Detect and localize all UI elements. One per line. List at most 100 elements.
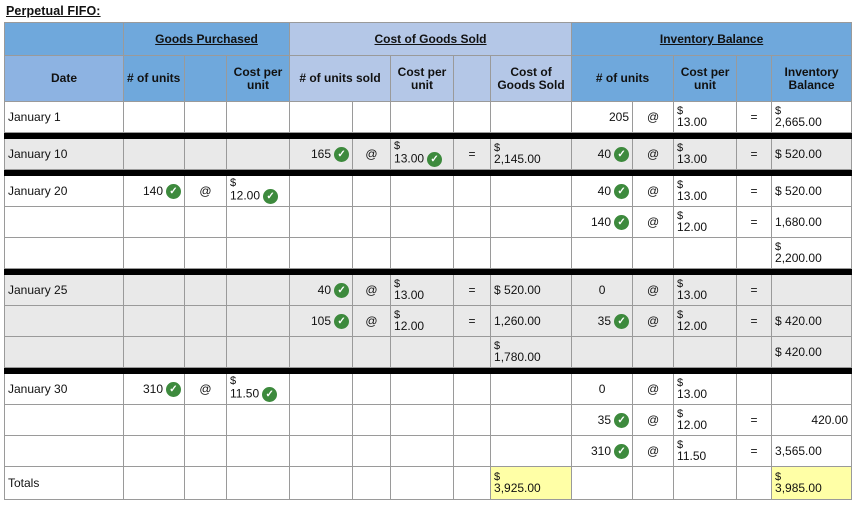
check-icon [427,152,443,167]
check-icon [263,189,279,204]
group-header-row: Goods Purchased Cost of Goods Sold Inven… [4,22,853,56]
date-cell: January 25 [4,274,124,306]
ib-units-cell[interactable]: 0 [571,274,634,306]
gp-cost-cell[interactable]: $11.50 [225,373,291,405]
ib-balance-cell[interactable]: $ 520.00 [771,138,853,170]
gp-cost-cell[interactable]: $12.00 [225,175,291,207]
equals-symbol: = [736,206,773,238]
at-symbol: @ [632,404,675,436]
at-symbol: @ [632,373,675,405]
ib-balance-cell[interactable]: 3,565.00 [771,435,853,467]
ib-units-cell[interactable]: 40 [571,175,634,207]
ib-cost-header: Cost per unit [673,55,738,102]
ib-units-cell[interactable]: 140 [571,206,634,238]
cg-total-cell[interactable]: $ 520.00 [490,274,573,306]
ib-balance-header: Inventory Balance [771,55,853,102]
check-icon [614,313,630,329]
ib-cost-cell[interactable]: $12.00 [673,206,738,238]
table-row: $2,200.00 [4,237,853,269]
cg-cost-cell[interactable]: $13.00 [390,274,455,306]
check-icon [334,313,350,329]
check-icon [166,183,181,199]
ib-cost-cell[interactable]: $13.00 [673,175,738,207]
ib-balance-cell[interactable]: $3,985.00 [771,466,853,500]
ib-balance-cell[interactable] [771,274,853,306]
equals-symbol: = [736,404,773,436]
equals-symbol: = [736,101,773,133]
cogs-header: Cost of Goods Sold [289,22,573,56]
equals-symbol: = [453,274,492,306]
equals-symbol: = [736,274,773,306]
equals-symbol: = [453,138,492,170]
check-icon [334,146,350,162]
at-symbol: @ [632,305,675,337]
ib-units-cell[interactable]: 40 [571,138,634,170]
at-symbol: @ [632,274,675,306]
ib-balance-cell[interactable]: $2,200.00 [771,237,853,269]
table-row: January 1 205 @ $13.00 = $2,665.00 [4,101,853,133]
table-row: January 25 40 @ $13.00 = $ 520.00 0 @ $1… [4,274,853,306]
ib-units-cell[interactable]: 310 [571,435,634,467]
check-icon [334,282,350,298]
table-row: $1,780.00 $ 420.00 [4,336,853,368]
at-symbol: @ [632,206,675,238]
check-icon [262,387,278,402]
ib-cost-cell[interactable]: $13.00 [673,101,738,133]
table-row: January 10 165 @ $13.00 = $2,145.00 40 @… [4,138,853,170]
ib-cost-cell[interactable]: $12.00 [673,404,738,436]
cg-total-cell[interactable]: $1,780.00 [490,336,573,368]
ib-units-cell[interactable]: 35 [571,404,634,436]
ib-balance-cell[interactable]: $2,665.00 [771,101,853,133]
check-icon [614,146,630,162]
cg-cost-header: Cost per unit [390,55,455,102]
cg-total-cell[interactable]: 1,260.00 [490,305,573,337]
ib-units-cell[interactable]: 0 [571,373,634,405]
at-symbol: @ [352,305,392,337]
at-symbol: @ [184,373,227,405]
equals-symbol: = [736,138,773,170]
ib-cost-cell[interactable]: $13.00 [673,138,738,170]
equals-symbol: = [736,305,773,337]
ib-balance-cell[interactable]: $ 420.00 [771,305,853,337]
date-cell: January 20 [4,175,124,207]
at-symbol: @ [632,138,675,170]
equals-symbol: = [453,305,492,337]
at-symbol: @ [184,175,227,207]
ib-balance-cell[interactable]: 1,680.00 [771,206,853,238]
cg-units-header: # of units sold [289,55,392,102]
table-row: January 30 310 @ $11.50 0 @ $13.00 [4,373,853,405]
ib-balance-cell[interactable]: 420.00 [771,404,853,436]
date-header: Date [4,55,124,102]
ib-cost-cell[interactable]: $13.00 [673,373,738,405]
goods-purchased-header: Goods Purchased [122,22,291,56]
at-symbol: @ [352,274,392,306]
cg-cost-cell[interactable]: $13.00 [390,138,455,170]
cg-units-cell[interactable]: 105 [289,305,354,337]
ib-cost-cell[interactable]: $12.00 [673,305,738,337]
cg-total-cell[interactable]: $2,145.00 [490,138,573,170]
table-row: 310 @ $11.50 = 3,565.00 [4,435,853,467]
ib-units-cell[interactable]: 35 [571,305,634,337]
cg-cost-cell[interactable]: $12.00 [390,305,455,337]
cg-units-cell[interactable]: 40 [289,274,354,306]
cg-total-cell[interactable]: $3,925.00 [490,466,573,500]
ib-cost-cell[interactable]: $13.00 [673,274,738,306]
date-cell: January 10 [4,138,124,170]
ib-balance-cell[interactable]: $ 520.00 [771,175,853,207]
ib-units-header: # of units [571,55,675,102]
gp-units-cell[interactable]: 310 [123,373,185,405]
cg-units-cell[interactable]: 165 [289,138,354,170]
check-icon [614,412,630,428]
check-icon [614,443,630,459]
ib-cost-cell[interactable]: $11.50 [673,435,738,467]
at-symbol: @ [632,175,675,207]
gp-units-cell[interactable]: 140 [123,175,185,207]
ib-balance-cell[interactable]: $ 420.00 [771,336,853,368]
column-header-row: Date # of units Cost per unit # of units… [4,55,853,102]
at-symbol: @ [632,435,675,467]
cg-total-header: Cost of Goods Sold [490,55,573,102]
totals-row: Totals $3,925.00 $3,985.00 [4,466,853,500]
at-symbol: @ [632,101,675,133]
gp-cost-header: Cost per unit [225,55,291,102]
ib-units-cell[interactable]: 205 [571,101,634,133]
